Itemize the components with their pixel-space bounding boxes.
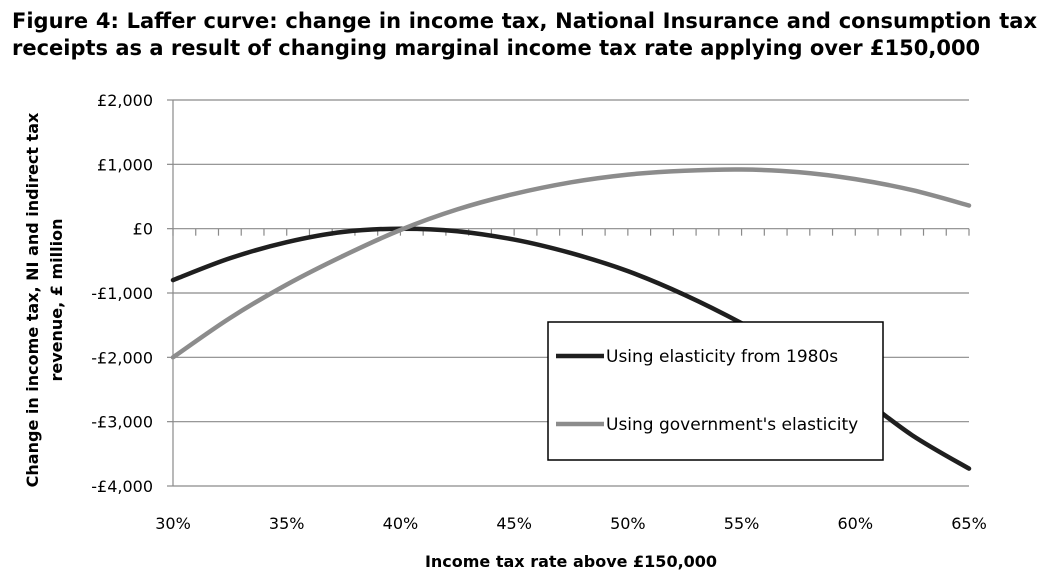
y-tick-label: -£2,000 xyxy=(91,348,153,367)
y-axis-label-line-2: revenue, £ million xyxy=(47,219,66,382)
x-tick-label: 35% xyxy=(269,514,305,533)
y-tick-label: £1,000 xyxy=(97,155,153,174)
series-line-government-elasticity xyxy=(170,167,972,360)
x-tick-label: 60% xyxy=(838,514,874,533)
legend-label-government: Using government's elasticity xyxy=(606,415,858,435)
x-tick-label: 50% xyxy=(610,514,646,533)
x-tick-label: 45% xyxy=(496,514,532,533)
chart-title: Figure 4: Laffer curve: change in income… xyxy=(12,9,1037,60)
y-tick-label: £0 xyxy=(133,220,153,239)
y-tick-labels: £2,000 £1,000 £0 -£1,000 -£2,000 -£3,000 -£4,0… xyxy=(91,91,153,496)
legend-label-1980s: Using elasticity from 1980s xyxy=(606,347,838,367)
x-tick-label: 30% xyxy=(155,514,191,533)
x-tick-label: 55% xyxy=(724,514,760,533)
y-axis-label-line-1: Change in income tax, NI and indirect ta… xyxy=(23,112,42,487)
y-tick-label: -£1,000 xyxy=(91,284,153,303)
y-tick-label: -£3,000 xyxy=(91,413,153,432)
x-tick-label: 65% xyxy=(951,514,987,533)
axes xyxy=(167,99,970,487)
y-tick-label: £2,000 xyxy=(97,91,153,110)
y-tick-label: -£4,000 xyxy=(91,477,153,496)
legend-box xyxy=(547,321,884,461)
x-tick-label: 40% xyxy=(383,514,419,533)
legend: Using elasticity from 1980s Using govern… xyxy=(547,321,884,461)
x-tick-labels: 30% 35% 40% 45% 50% 55% 60% 65% xyxy=(155,514,987,533)
x-axis-label: Income tax rate above £150,000 xyxy=(425,552,717,571)
